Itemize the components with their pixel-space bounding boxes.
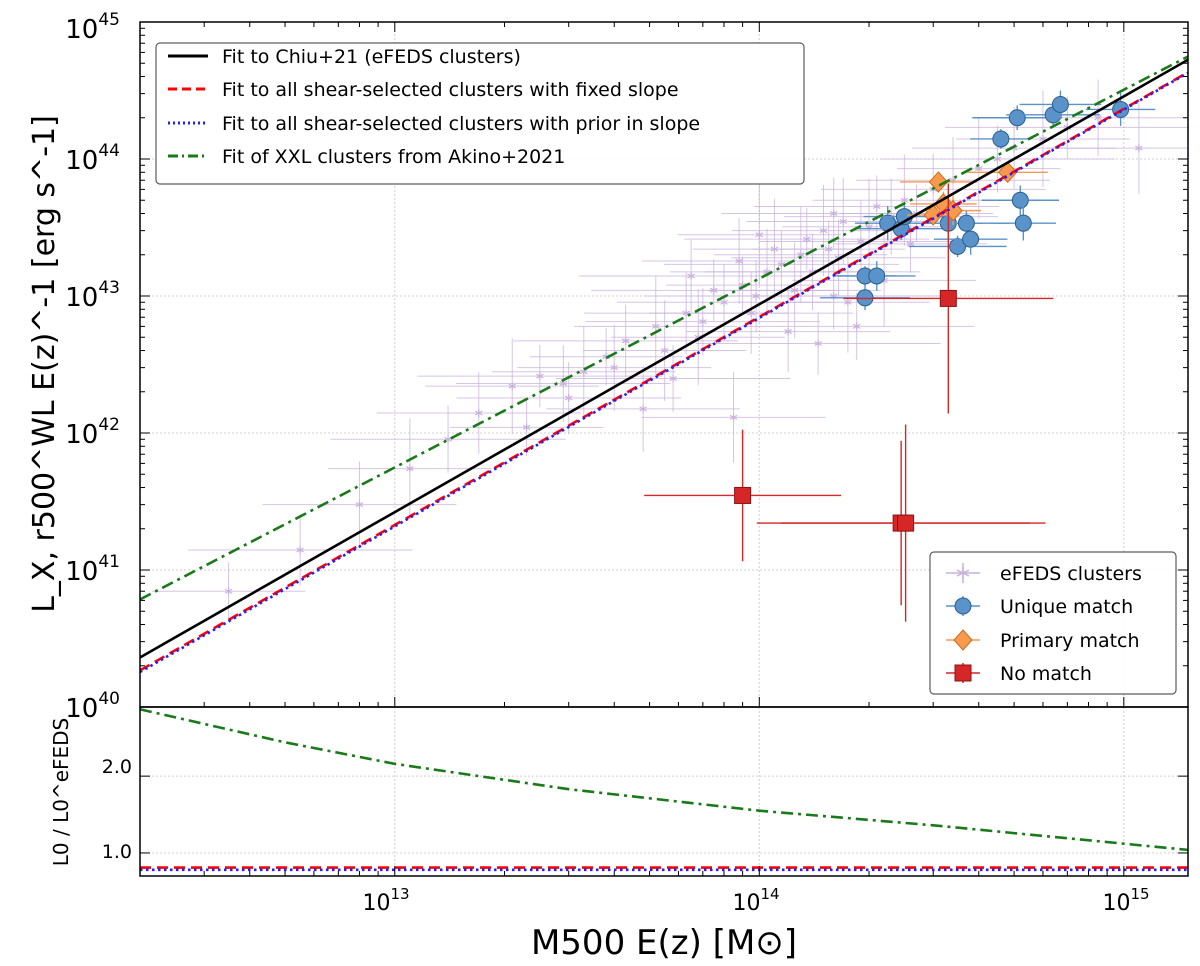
star-point: [707, 242, 882, 339]
star-point: [578, 240, 804, 312]
star-point: [187, 514, 413, 586]
square-point: [843, 183, 1054, 414]
circle-point: [990, 205, 1056, 241]
star-point: [641, 371, 826, 463]
diamond-point: [899, 171, 977, 193]
ratio-y-axis-label: L0 / L0^eFEDS: [49, 718, 73, 867]
star-point: [376, 372, 581, 454]
legend-swatch-efeds: [946, 563, 980, 583]
star-point: [585, 288, 821, 356]
main-plot-area: [140, 55, 1188, 674]
star-point: [766, 251, 930, 353]
fit-line-dashdot: [140, 55, 1188, 601]
legend-label-nomatch: No match: [1000, 663, 1092, 685]
fit-line-dashed: [140, 71, 1188, 672]
ytick-label-1e41: 1041: [65, 552, 120, 587]
circle-point: [837, 261, 916, 291]
star-point: [583, 300, 747, 401]
star-point: [714, 206, 888, 303]
axis-ticks: [139, 21, 1188, 876]
legend-label-unique: Unique match: [1000, 596, 1133, 618]
star-point: [417, 344, 663, 408]
star-point: [517, 324, 712, 411]
y-axis-label: L_X, r500^WL E(z)^-1 [erg s^-1]: [27, 115, 62, 613]
series-efeds-clusters: [152, 79, 1188, 620]
star-point: [425, 338, 599, 435]
star-point: [677, 184, 841, 286]
ytick-label-1e44: 1044: [65, 141, 120, 176]
star-point: [450, 398, 604, 457]
legend-fits: Fit to Chiu+21 (eFEDS clusters) Fit to a…: [155, 42, 805, 185]
ratio-line-dashdot: [140, 708, 1188, 852]
star-point: [664, 230, 899, 298]
xtick-label-1e15: 1015: [1102, 885, 1149, 916]
square-point: [780, 424, 1031, 622]
square-point: [644, 429, 842, 562]
star-point: [1047, 102, 1188, 194]
circle-point: [1019, 90, 1102, 119]
ratio-ytick-label-2: 2.0: [102, 756, 132, 778]
legend-label-prior-slope: Fit to all shear-selected clusters with …: [222, 113, 700, 135]
series-unique-match: [820, 90, 1156, 311]
star-point: [513, 304, 738, 377]
ratio-plot-area: [140, 708, 1188, 872]
legend-label-xxl: Fit of XXL clusters from Akino+2021: [222, 146, 565, 168]
star-point: [456, 362, 681, 434]
legend-label-efeds: eFEDS clusters: [1000, 563, 1142, 585]
star-point: [574, 276, 738, 377]
ratio-y-tick-labels: 2.0 1.0: [102, 756, 132, 863]
star-point: [330, 405, 566, 473]
fit-line-solid: [140, 58, 1188, 659]
star-point: [642, 217, 837, 305]
legend-swatch-unique: [946, 596, 980, 616]
ratio-ytick-label-1: 1.0: [102, 841, 132, 863]
star-point: [649, 272, 854, 354]
circle-point: [981, 185, 1060, 216]
ratio-axes-frame: [139, 706, 1189, 877]
legend-markers: eFEDS clusters Unique match Primary matc…: [929, 551, 1177, 695]
diamond-point: [967, 161, 1048, 184]
star-point: [262, 461, 457, 548]
ratio-grid: [140, 707, 1188, 876]
ytick-label-1e42: 1042: [65, 415, 120, 450]
ytick-label-1e43: 1043: [65, 278, 120, 313]
legend-label-fixed-slope: Fit to all shear-selected clusters with …: [222, 79, 679, 101]
legend-label-chiu: Fit to Chiu+21 (eFEDS clusters): [222, 46, 521, 68]
star-point: [897, 118, 1061, 220]
series-no-match: [644, 183, 1054, 622]
x-axis-label: M500 E(z) [M⊙]: [531, 923, 797, 963]
star-point: [739, 292, 975, 360]
circle-point: [908, 235, 1007, 258]
xtick-label-1e14: 1014: [732, 885, 779, 916]
star-point: [758, 200, 963, 283]
y-tick-labels: 1040 1041 1042 1043 1044 1045: [65, 10, 120, 724]
circle-point: [970, 129, 1032, 149]
legend-swatch-nomatch: [946, 663, 980, 683]
circle-point: [933, 223, 1008, 255]
legend-swatch-primary: [946, 629, 980, 651]
star-point: [695, 312, 941, 375]
legend-label-primary: Primary match: [1000, 630, 1140, 652]
star-point: [555, 344, 791, 413]
ytick-label-1e40: 1040: [65, 689, 120, 724]
star-point: [782, 178, 956, 275]
xtick-label-1e13: 1013: [362, 885, 409, 916]
ytick-label-1e45: 1045: [65, 10, 120, 45]
x-tick-labels: 1013 1014 1015: [362, 885, 1149, 916]
star-point: [666, 256, 820, 314]
